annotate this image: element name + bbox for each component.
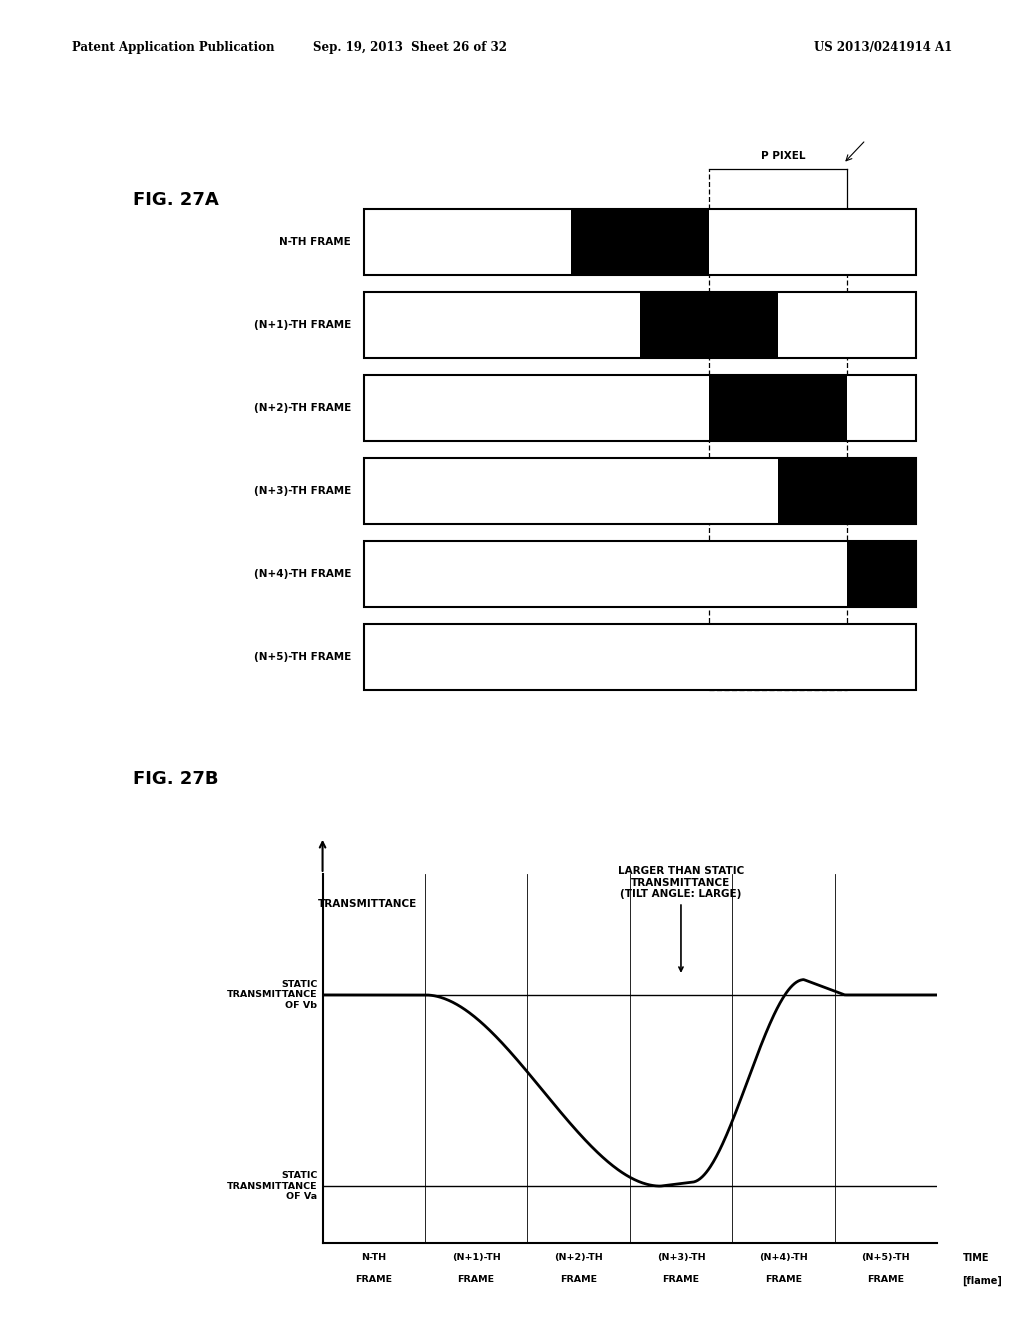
Text: FRAME: FRAME [663, 1275, 699, 1284]
Text: FIG. 27B: FIG. 27B [133, 770, 218, 788]
Text: FRAME: FRAME [355, 1275, 392, 1284]
Text: US 2013/0241914 A1: US 2013/0241914 A1 [814, 41, 952, 54]
Text: FRAME: FRAME [765, 1275, 802, 1284]
Text: (N+4)-TH FRAME: (N+4)-TH FRAME [254, 569, 351, 579]
Text: (N+1)-TH: (N+1)-TH [452, 1253, 501, 1262]
Text: LARGER THAN STATIC
TRANSMITTANCE
(TILT ANGLE: LARGE): LARGER THAN STATIC TRANSMITTANCE (TILT A… [617, 866, 744, 972]
Text: FRAME: FRAME [867, 1275, 904, 1284]
Text: Patent Application Publication: Patent Application Publication [72, 41, 274, 54]
Text: P PIXEL: P PIXEL [761, 150, 806, 161]
Text: N-TH: N-TH [361, 1253, 386, 1262]
Text: FRAME: FRAME [560, 1275, 597, 1284]
Text: (N+2)-TH FRAME: (N+2)-TH FRAME [254, 403, 351, 413]
Text: N-TH FRAME: N-TH FRAME [280, 236, 351, 247]
Text: FIG. 27A: FIG. 27A [133, 191, 219, 210]
Text: STATIC
TRANSMITTANCE
OF Va: STATIC TRANSMITTANCE OF Va [226, 1171, 317, 1201]
Text: (N+3)-TH: (N+3)-TH [656, 1253, 706, 1262]
Text: (N+4)-TH: (N+4)-TH [759, 1253, 808, 1262]
Text: FRAME: FRAME [458, 1275, 495, 1284]
Text: TRANSMITTANCE: TRANSMITTANCE [317, 899, 417, 909]
Text: (N+3)-TH FRAME: (N+3)-TH FRAME [254, 486, 351, 496]
Text: STATIC
TRANSMITTANCE
OF Vb: STATIC TRANSMITTANCE OF Vb [226, 979, 317, 1010]
Text: Sep. 19, 2013  Sheet 26 of 32: Sep. 19, 2013 Sheet 26 of 32 [312, 41, 507, 54]
Text: (N+5)-TH: (N+5)-TH [861, 1253, 910, 1262]
Text: (N+1)-TH FRAME: (N+1)-TH FRAME [254, 319, 351, 330]
Text: TIME: TIME [963, 1253, 989, 1263]
Text: (N+2)-TH: (N+2)-TH [554, 1253, 603, 1262]
Text: (N+5)-TH FRAME: (N+5)-TH FRAME [254, 652, 351, 663]
Text: [flame]: [flame] [963, 1275, 1002, 1286]
